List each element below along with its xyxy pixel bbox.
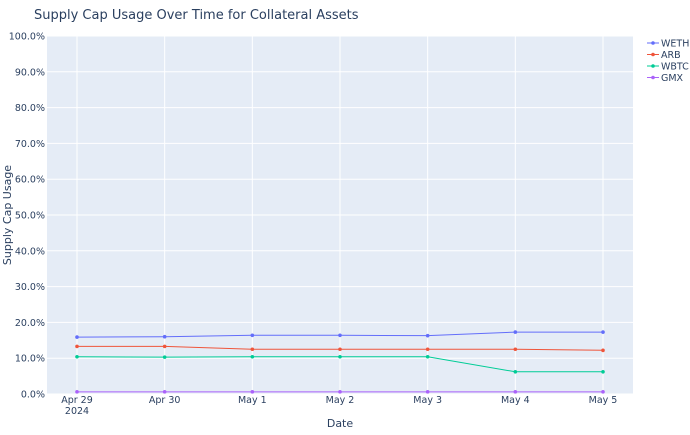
- y-tick-label: 20.0%: [15, 318, 45, 329]
- data-point: [250, 333, 255, 338]
- legend-item-wbtc[interactable]: WBTC: [647, 62, 689, 73]
- data-point: [425, 347, 430, 352]
- data-point: [513, 370, 518, 374]
- data-point: [75, 354, 79, 359]
- data-point: [425, 390, 430, 394]
- series-wbtc: [75, 354, 605, 374]
- data-point: [162, 390, 167, 394]
- data-point: [513, 347, 518, 352]
- data-point: [601, 370, 605, 374]
- data-point: [75, 344, 79, 349]
- y-tick-label: 60.0%: [15, 175, 45, 186]
- y-axis-ticks: 0.0% 10.0% 20.0% 30.0% 40.0% 50.0% 60.0% 70.0% 8…: [9, 32, 45, 401]
- data-point: [338, 390, 342, 394]
- data-point: [601, 330, 605, 334]
- legend-label: WBTC: [661, 62, 689, 73]
- data-point: [425, 354, 430, 359]
- y-tick-label: 80.0%: [15, 103, 45, 114]
- data-point: [250, 347, 255, 352]
- data-point: [162, 344, 167, 349]
- data-point: [513, 390, 518, 394]
- x-tick-label: May 4: [501, 395, 530, 406]
- y-tick-label: 100.0%: [9, 32, 45, 43]
- data-point: [601, 348, 605, 353]
- data-point: [425, 333, 430, 338]
- legend-item-weth[interactable]: WETH: [647, 39, 689, 50]
- legend-label: WETH: [661, 39, 689, 50]
- data-point: [250, 354, 255, 359]
- legend-item-arb[interactable]: ARB: [647, 50, 681, 61]
- x-tick-label: May 3: [413, 395, 442, 406]
- data-point: [162, 355, 167, 359]
- y-tick-label: 10.0%: [15, 354, 45, 365]
- x-axis-ticks: Apr 29 Apr 30 May 1 May 2 May 3 May 4 May 5 202…: [61, 395, 617, 417]
- x-year-label: 2024: [65, 406, 89, 417]
- y-tick-label: 0.0%: [21, 390, 45, 401]
- y-tick-label: 50.0%: [15, 211, 45, 222]
- x-axis-label: Date: [327, 417, 354, 430]
- y-axis-label: Supply Cap Usage: [1, 165, 14, 265]
- x-tick-label: May 2: [326, 395, 355, 406]
- legend-marker: [651, 52, 655, 57]
- data-point: [250, 390, 255, 394]
- data-point: [338, 354, 342, 359]
- data-point: [338, 347, 342, 352]
- legend-marker: [651, 64, 655, 68]
- y-tick-label: 90.0%: [15, 67, 45, 78]
- series-lines: [75, 330, 605, 394]
- data-point: [162, 334, 167, 339]
- series-gmx: [75, 390, 605, 394]
- series-weth: [75, 330, 605, 339]
- data-point: [601, 390, 605, 394]
- y-tick-label: 70.0%: [15, 139, 45, 150]
- y-tick-label: 30.0%: [15, 282, 45, 293]
- data-point: [75, 390, 79, 394]
- series-arb: [75, 344, 605, 353]
- legend-label: ARB: [661, 50, 681, 61]
- legend-label: GMX: [661, 73, 684, 84]
- x-tick-label: Apr 30: [149, 395, 181, 406]
- x-tick-label: Apr 29: [61, 395, 93, 406]
- y-tick-label: 40.0%: [15, 246, 45, 257]
- chart-title: Supply Cap Usage Over Time for Collatera…: [34, 8, 359, 23]
- legend-marker: [651, 75, 655, 80]
- x-tick-label: May 1: [238, 395, 267, 406]
- legend-marker: [651, 41, 655, 45]
- data-point: [338, 333, 342, 338]
- grid-lines: [47, 35, 633, 395]
- legend-item-gmx[interactable]: GMX: [647, 73, 684, 84]
- data-point: [75, 335, 79, 339]
- x-tick-label: May 5: [589, 395, 618, 406]
- data-point: [513, 330, 518, 334]
